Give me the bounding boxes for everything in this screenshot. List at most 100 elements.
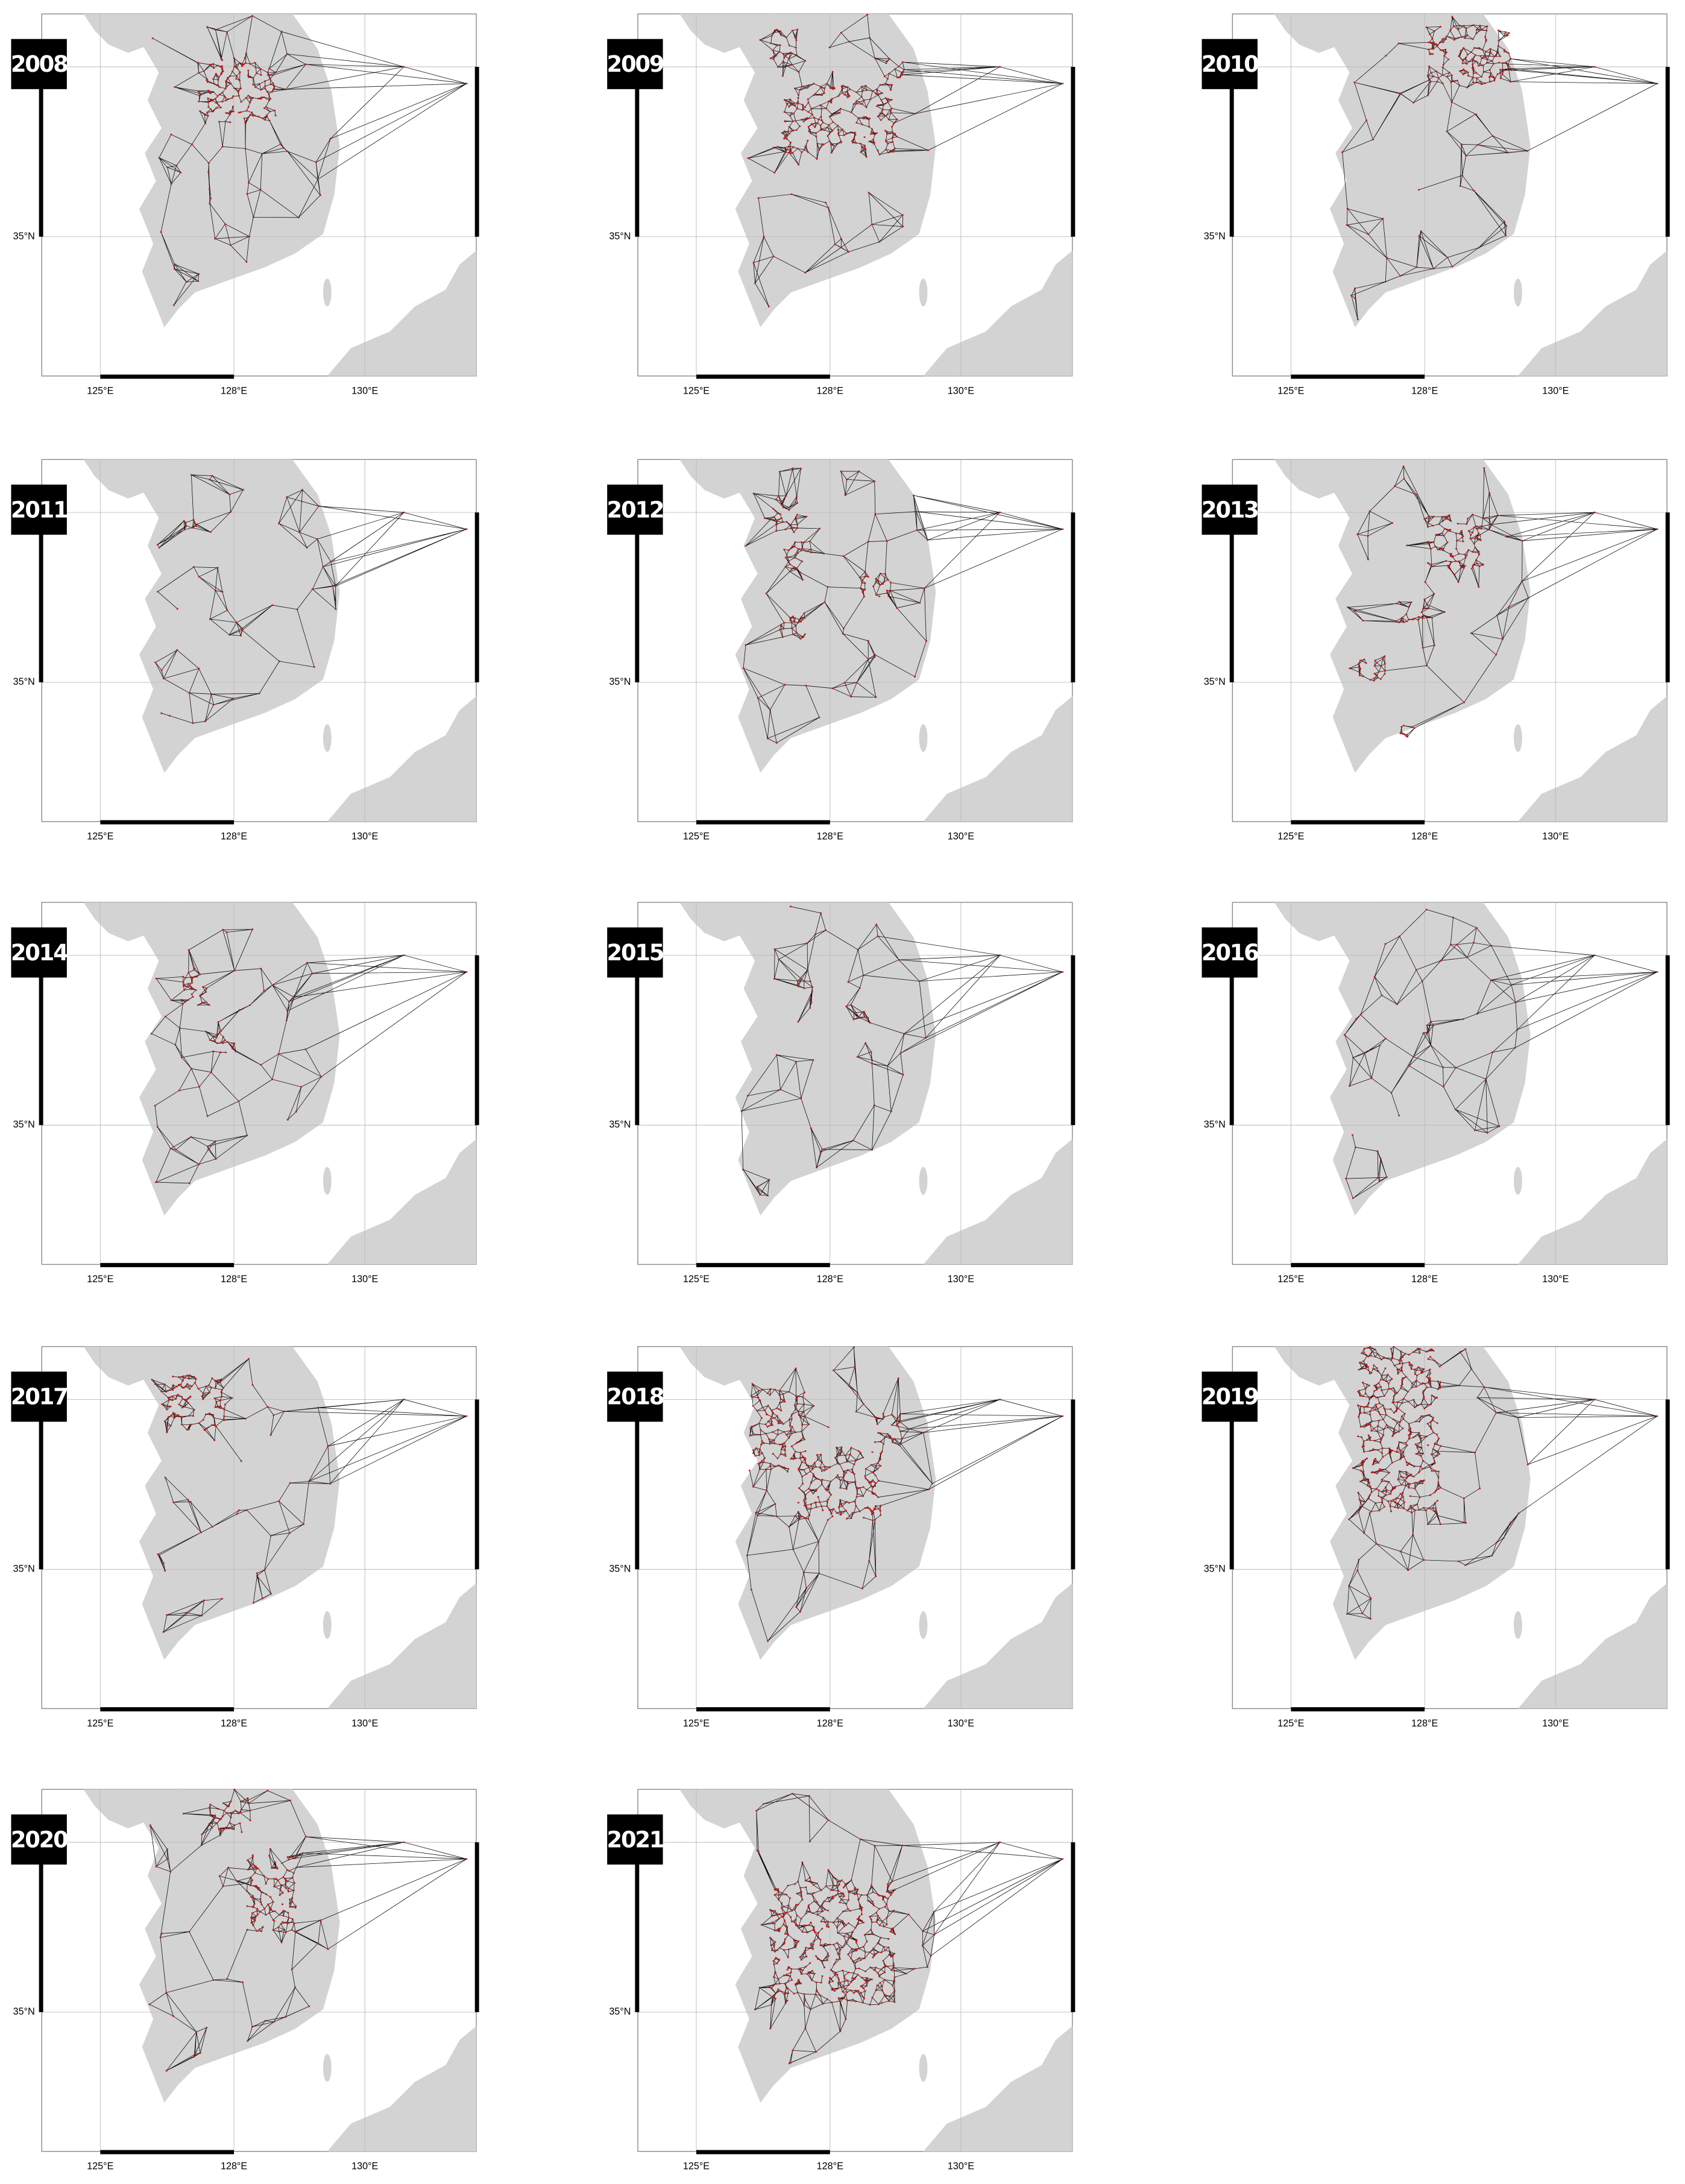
land-island — [919, 1166, 928, 1195]
frame-bar — [100, 1263, 235, 1268]
x-tick-label: 125°E — [87, 1274, 113, 1285]
x-tick-label: 125°E — [1277, 1274, 1304, 1285]
frame-bar — [1071, 1399, 1076, 1570]
x-tick-label: 130°E — [351, 1274, 378, 1285]
land-china — [679, 14, 777, 53]
frame-bar — [474, 66, 479, 237]
land-korea — [1330, 1346, 1531, 1660]
land-japan — [923, 2026, 1072, 2151]
map-panel: 125°E 128°E 130°E 35°N 2017 — [11, 1346, 479, 1729]
x-tick-label: 128°E — [1411, 385, 1438, 396]
map-panel: 125°E 128°E 130°E 35°N 2012 — [607, 459, 1076, 842]
year-label: 2008 — [11, 51, 68, 77]
land-island — [1513, 724, 1522, 752]
frame-bar — [635, 66, 640, 237]
x-tick-label: 128°E — [221, 831, 247, 842]
y-tick-label: 35°N — [13, 1564, 35, 1575]
year-box — [1202, 927, 1258, 978]
x-tick-label: 130°E — [1542, 385, 1569, 396]
x-tick-label: 130°E — [948, 831, 974, 842]
mesh-nodes — [746, 1346, 1063, 1642]
frame-bar — [474, 1842, 479, 2012]
y-tick-label: 35°N — [609, 1564, 631, 1575]
year-box — [1202, 1371, 1258, 1422]
frame-bar — [1291, 1707, 1425, 1711]
land-china — [83, 459, 181, 499]
land-island — [323, 2054, 332, 2082]
x-tick-label: 128°E — [817, 1274, 843, 1285]
mesh-nodes — [740, 905, 1063, 1197]
x-tick-label: 128°E — [1411, 1274, 1438, 1285]
y-tick-label: 35°N — [609, 676, 631, 687]
x-tick-label: 125°E — [683, 2161, 710, 2172]
frame-bar — [696, 374, 830, 379]
mesh-nodes — [1341, 16, 1658, 321]
x-tick-label: 128°E — [221, 1274, 247, 1285]
frame-bar — [1291, 820, 1425, 825]
land-japan — [327, 1583, 477, 1709]
year-label: 2020 — [11, 1827, 68, 1852]
x-tick-label: 128°E — [817, 2161, 843, 2172]
land-china — [83, 1789, 181, 1829]
land-island — [323, 1611, 332, 1639]
land-island — [919, 2054, 928, 2082]
y-tick-label: 35°N — [13, 2006, 35, 2017]
land-korea — [735, 1346, 936, 1660]
land-china — [83, 1346, 181, 1386]
x-tick-label: 130°E — [351, 1718, 378, 1729]
land-china — [83, 14, 181, 53]
year-label: 2013 — [1202, 497, 1258, 523]
land-korea — [139, 902, 340, 1216]
x-tick-label: 128°E — [817, 385, 843, 396]
frame-bar — [39, 1399, 43, 1570]
mesh-edges — [151, 929, 467, 1184]
y-tick-label: 35°N — [13, 676, 35, 687]
frame-bar — [100, 820, 235, 825]
x-tick-label: 130°E — [1542, 831, 1569, 842]
x-tick-label: 125°E — [87, 385, 113, 396]
x-tick-label: 125°E — [1277, 385, 1304, 396]
land-japan — [923, 250, 1072, 376]
year-label: 2012 — [607, 497, 664, 523]
mesh-nodes — [1346, 1345, 1658, 1620]
mesh-nodes — [151, 15, 468, 306]
land-china — [83, 902, 181, 942]
land-korea — [735, 902, 936, 1216]
frame-bar — [39, 955, 43, 1125]
map-panel: 125°E 128°E 130°E 35°N 2018 — [607, 1346, 1076, 1729]
frame-bar — [39, 66, 43, 237]
frame-bar — [100, 1707, 235, 1711]
x-tick-label: 125°E — [683, 831, 710, 842]
mesh-nodes — [1347, 465, 1658, 738]
year-label: 2015 — [607, 940, 664, 966]
x-tick-label: 125°E — [87, 1718, 113, 1729]
frame-bar — [1071, 512, 1076, 682]
year-box — [607, 39, 663, 89]
mesh-nodes — [1344, 908, 1658, 1200]
land-japan — [923, 696, 1072, 822]
frame-bar — [1071, 1842, 1076, 2012]
mesh-nodes — [154, 474, 468, 724]
land-japan — [327, 250, 477, 376]
x-tick-label: 130°E — [948, 2161, 974, 2172]
frame-bar — [1665, 66, 1670, 237]
year-label: 2009 — [607, 51, 664, 77]
mesh-nodes — [742, 467, 1063, 744]
x-tick-label: 125°E — [1277, 1718, 1304, 1729]
map-panel: 125°E 128°E 130°E 35°N 2010 — [1202, 13, 1670, 396]
frame-bar — [1291, 374, 1425, 379]
land-china — [679, 459, 777, 499]
land-island — [1513, 279, 1522, 307]
land-island — [323, 724, 332, 752]
year-box — [11, 1814, 67, 1865]
x-tick-label: 130°E — [1542, 1718, 1569, 1729]
frame-bar — [39, 512, 43, 682]
frame-bar — [1229, 66, 1234, 237]
land-china — [1274, 902, 1372, 942]
frame-bar — [100, 374, 235, 379]
year-label: 2017 — [11, 1384, 68, 1410]
land-japan — [1517, 1139, 1668, 1265]
frame-bar — [100, 2150, 235, 2154]
